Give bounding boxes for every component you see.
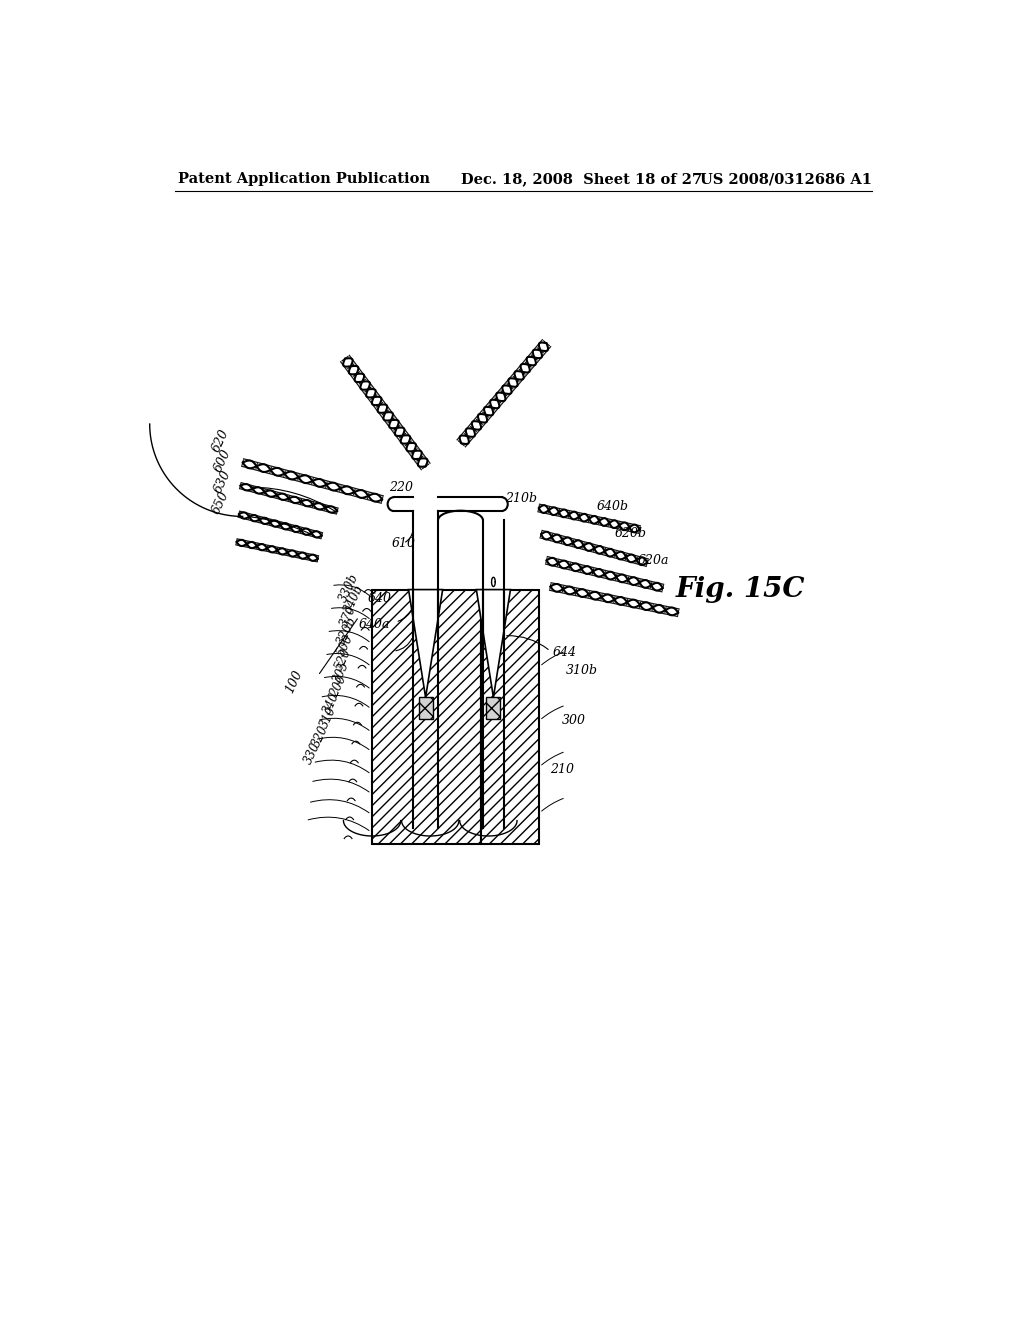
Text: 620a: 620a <box>638 554 670 566</box>
Text: 100: 100 <box>283 668 305 696</box>
Polygon shape <box>409 590 442 697</box>
Text: 650: 650 <box>210 488 232 516</box>
Text: 370: 370 <box>338 603 359 630</box>
Text: 600: 600 <box>212 446 233 474</box>
Text: 300: 300 <box>562 714 586 727</box>
Polygon shape <box>476 590 510 697</box>
Text: 310: 310 <box>317 705 339 730</box>
Text: 640a: 640a <box>358 618 390 631</box>
Bar <box>419 697 432 719</box>
Text: 320: 320 <box>309 723 331 748</box>
Text: 340b: 340b <box>342 582 367 615</box>
Text: 630: 630 <box>212 469 233 495</box>
Text: 220: 220 <box>389 480 413 494</box>
Text: 644: 644 <box>553 647 577 659</box>
Text: 620b: 620b <box>614 527 647 540</box>
Text: Fig. 15C: Fig. 15C <box>676 576 805 603</box>
Text: 310b: 310b <box>566 664 598 677</box>
Text: 330b: 330b <box>337 572 361 605</box>
Text: 210b: 210b <box>505 492 537 506</box>
Text: 610: 610 <box>392 537 416 550</box>
Text: 640: 640 <box>368 593 391 606</box>
Text: 305: 305 <box>331 659 352 685</box>
Text: US 2008/0312686 A1: US 2008/0312686 A1 <box>700 172 872 186</box>
Text: Dec. 18, 2008  Sheet 18 of 27: Dec. 18, 2008 Sheet 18 of 27 <box>461 172 702 186</box>
Text: 200: 200 <box>328 673 349 698</box>
Text: 620: 620 <box>210 428 232 454</box>
Text: 340: 340 <box>322 690 342 717</box>
Text: 520: 520 <box>333 645 354 672</box>
Polygon shape <box>480 590 539 843</box>
Text: 330: 330 <box>302 741 324 766</box>
Text: 640b: 640b <box>597 500 629 513</box>
Text: Patent Application Publication: Patent Application Publication <box>178 172 430 186</box>
Text: 500: 500 <box>335 632 355 657</box>
Text: 320b: 320b <box>334 615 358 648</box>
Polygon shape <box>372 590 480 843</box>
Bar <box>486 697 501 719</box>
Text: 210: 210 <box>550 763 574 776</box>
